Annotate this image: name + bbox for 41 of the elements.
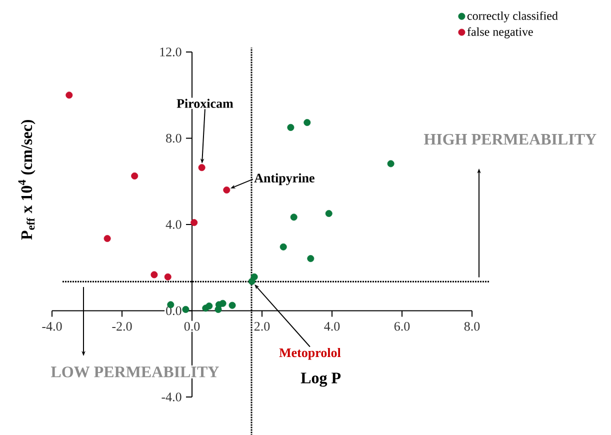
y-axis-title: P$_{eff}$ x 10$^{4}$ (cm/sec) [18,120,36,240]
point [66,92,73,99]
point [150,271,158,278]
legend-label: false negative [467,27,533,38]
point [182,306,190,313]
y-tick-label: 8.0 [166,134,182,143]
point [190,219,198,226]
x-tick-label: -2.0 [112,322,132,331]
point [290,214,298,221]
point [223,186,230,194]
point [280,243,287,250]
annotation: Piroxicam [176,98,234,108]
annotation: HIGH PERMEABILITY [424,134,596,145]
point [250,273,258,280]
point [287,124,294,131]
y-tick-label: -4.0 [162,392,182,402]
annotation: LOW PERMEABILITY [50,366,219,378]
point [206,302,213,310]
point [387,160,394,168]
y-tick-label: 12.0 [160,48,182,56]
point [131,172,138,180]
x-axis-title: Log P [300,372,341,387]
x-tick-label: -4.0 [42,322,62,331]
x-tick-label: 4.0 [324,322,340,331]
point [325,210,332,217]
point [307,255,314,262]
point [104,235,111,242]
x-tick-label: 0.0 [184,322,200,331]
point [219,300,226,307]
x-tick-label: 2.0 [254,322,270,331]
point [198,164,206,172]
x-tick-label: 6.0 [394,322,410,331]
x-tick-label: 8.0 [464,322,480,331]
point [304,118,311,126]
point [228,302,236,309]
y-tick-label: 4.0 [166,220,182,229]
point [164,273,172,280]
legend-label: correctly classified [467,11,558,22]
annotation: Metoprolol [279,348,341,360]
y-tick-label: 0.0 [166,306,182,316]
annotation: Antipyrine [254,173,314,186]
